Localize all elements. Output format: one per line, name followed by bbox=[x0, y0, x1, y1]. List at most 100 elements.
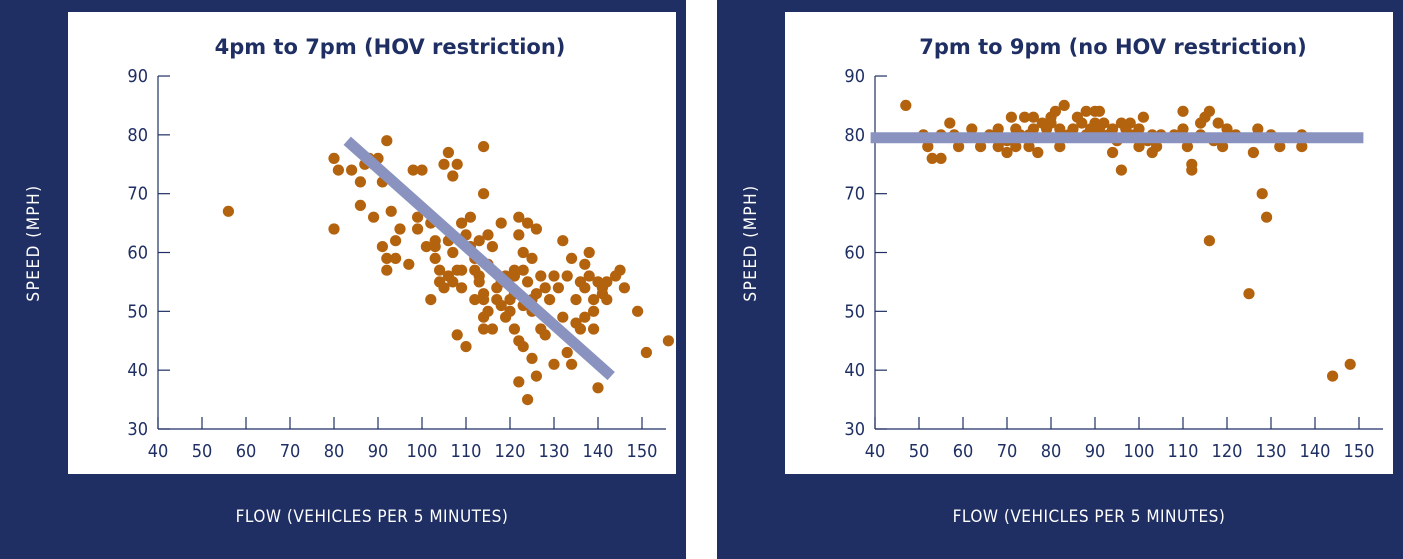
data-point bbox=[1076, 117, 1088, 129]
data-point bbox=[583, 270, 595, 282]
data-point bbox=[548, 270, 560, 282]
x-tick-label: 60 bbox=[953, 441, 974, 462]
data-point bbox=[522, 276, 534, 288]
data-point bbox=[522, 217, 534, 229]
data-point bbox=[926, 152, 938, 164]
data-point bbox=[469, 294, 481, 306]
data-point bbox=[535, 270, 547, 282]
chart-title: 7pm to 9pm (no HOV restriction) bbox=[919, 35, 1307, 59]
data-point bbox=[1124, 117, 1136, 129]
chart-panel-no-hov: SPEED (MPH) 7pm to 9pm (no HOV restricti… bbox=[717, 0, 1403, 559]
data-point bbox=[526, 352, 538, 364]
data-point bbox=[438, 158, 450, 170]
data-point bbox=[1243, 288, 1255, 300]
data-point bbox=[486, 323, 498, 335]
data-point bbox=[1005, 111, 1017, 123]
data-point bbox=[614, 264, 626, 276]
data-point bbox=[381, 135, 393, 147]
y-tick-label: 60 bbox=[127, 243, 148, 264]
data-point bbox=[1107, 123, 1119, 135]
data-point bbox=[662, 335, 675, 347]
data-point bbox=[1058, 99, 1070, 111]
data-point bbox=[429, 241, 441, 253]
data-point bbox=[561, 270, 573, 282]
x-tick-label: 140 bbox=[583, 441, 614, 462]
data-point bbox=[557, 235, 569, 247]
data-point bbox=[407, 164, 419, 176]
y-tick-label: 30 bbox=[127, 419, 148, 440]
data-point bbox=[557, 311, 569, 323]
data-point bbox=[1133, 123, 1145, 135]
data-point bbox=[513, 229, 525, 241]
scatter-plot-no-hov: 7pm to 9pm (no HOV restriction) 40 50 60 70… bbox=[844, 35, 1383, 462]
data-point bbox=[513, 376, 525, 388]
y-axis-label: SPEED (MPH) bbox=[24, 184, 44, 302]
data-point bbox=[381, 264, 393, 276]
data-point bbox=[570, 294, 582, 306]
data-point bbox=[566, 358, 578, 370]
plot-area: 7pm to 9pm (no HOV restriction) 40 50 60 70… bbox=[785, 12, 1393, 474]
data-point bbox=[944, 117, 956, 129]
data-point bbox=[390, 252, 402, 264]
y-tick-label: 50 bbox=[127, 301, 148, 322]
data-point bbox=[900, 99, 912, 111]
y-tick-label: 30 bbox=[844, 419, 865, 440]
data-point bbox=[328, 223, 340, 235]
data-point bbox=[412, 223, 424, 235]
data-point bbox=[1221, 123, 1233, 135]
x-axis-label: FLOW (VEHICLES PER 5 MINUTES) bbox=[952, 506, 1226, 527]
data-point bbox=[508, 264, 520, 276]
data-point bbox=[632, 305, 644, 317]
data-point bbox=[504, 305, 516, 317]
data-point bbox=[1067, 123, 1079, 135]
y-tick-label: 40 bbox=[844, 360, 865, 381]
data-point bbox=[1080, 105, 1092, 117]
data-point bbox=[1032, 146, 1044, 159]
y-tick-label: 90 bbox=[844, 66, 865, 87]
data-point bbox=[456, 217, 468, 229]
data-point bbox=[385, 205, 397, 217]
x-tick-label: 130 bbox=[1256, 441, 1287, 462]
data-point bbox=[478, 323, 490, 335]
data-point bbox=[332, 164, 344, 176]
y-tick-label: 70 bbox=[844, 184, 865, 205]
data-point bbox=[394, 223, 406, 235]
data-point bbox=[482, 305, 494, 317]
data-point bbox=[530, 288, 542, 300]
data-point bbox=[548, 358, 560, 370]
data-point bbox=[579, 258, 591, 270]
data-point bbox=[588, 294, 600, 306]
x-tick-label: 90 bbox=[368, 441, 389, 462]
data-point bbox=[1137, 111, 1149, 123]
data-point bbox=[1296, 141, 1308, 153]
data-point bbox=[1261, 211, 1273, 223]
x-tick-label: 100 bbox=[407, 441, 438, 462]
x-tick-label: 80 bbox=[1041, 441, 1062, 462]
data-point bbox=[451, 158, 463, 170]
data-point bbox=[425, 294, 437, 306]
data-point bbox=[561, 346, 573, 359]
scatter-plot-hov: 4pm to 7pm (HOV restriction) 40 50 60 70 80 9… bbox=[127, 35, 675, 462]
data-point bbox=[1027, 111, 1039, 123]
data-point bbox=[508, 323, 520, 335]
x-tick-label: 120 bbox=[495, 441, 526, 462]
data-point bbox=[530, 370, 542, 382]
data-point bbox=[1098, 117, 1110, 129]
data-point bbox=[403, 258, 415, 270]
data-point bbox=[354, 176, 366, 188]
x-tick-label: 40 bbox=[148, 441, 169, 462]
data-point bbox=[1217, 141, 1229, 153]
data-point bbox=[601, 294, 613, 306]
data-point bbox=[434, 264, 446, 276]
data-point bbox=[922, 141, 934, 153]
data-point bbox=[381, 252, 393, 264]
y-tick-label: 80 bbox=[127, 125, 148, 146]
data-point bbox=[438, 282, 450, 294]
data-point bbox=[412, 211, 424, 223]
x-tick-label: 130 bbox=[539, 441, 570, 462]
data-point bbox=[1252, 123, 1264, 135]
data-point bbox=[601, 276, 613, 288]
data-point bbox=[579, 282, 591, 294]
trend-line bbox=[343, 136, 615, 381]
data-point bbox=[618, 282, 631, 294]
